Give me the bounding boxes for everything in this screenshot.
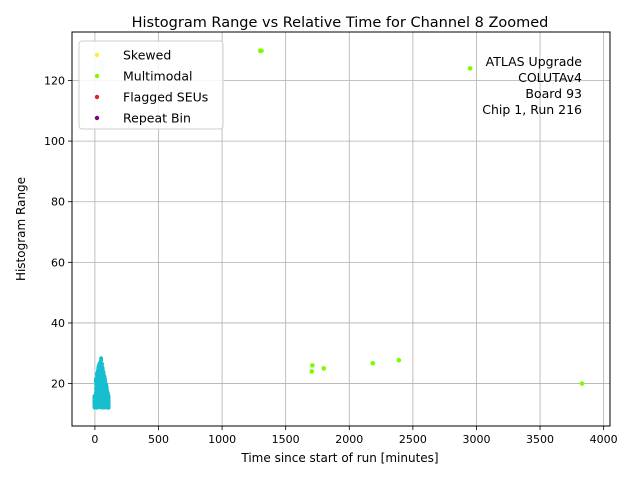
legend-marker xyxy=(94,94,100,100)
data-point xyxy=(579,381,585,386)
cluster-point xyxy=(96,402,100,406)
data-point xyxy=(321,366,327,371)
cluster-point xyxy=(106,405,110,409)
cluster-point xyxy=(93,396,97,401)
cluster-point xyxy=(106,391,110,396)
legend-label: Skewed xyxy=(123,48,171,63)
cluster-point xyxy=(102,374,107,379)
cluster-point xyxy=(95,405,100,410)
cluster-point xyxy=(99,367,104,371)
x-axis-label: Time since start of run [minutes] xyxy=(240,451,438,465)
y-tick-label: 40 xyxy=(51,317,65,330)
axis-ticks: 0 500 1000 1500 2000 2500 3000 3500 4000 20 40 60 80… xyxy=(44,74,618,446)
y-axis-label: Histogram Range xyxy=(14,177,28,281)
cluster-point xyxy=(93,405,97,409)
cluster-point xyxy=(94,392,98,396)
cluster-point xyxy=(101,386,105,390)
cluster-point xyxy=(104,396,108,401)
grid-lines xyxy=(72,32,610,426)
cluster-point xyxy=(104,382,109,387)
data-point xyxy=(259,48,264,54)
chart-title: Histogram Range vs Relative Time for Cha… xyxy=(132,15,549,31)
plot-frame xyxy=(71,31,611,427)
cluster-point xyxy=(97,395,101,400)
x-tick-label: 1000 xyxy=(208,433,236,446)
x-tick-label: 500 xyxy=(148,433,169,446)
cluster-point xyxy=(94,383,98,388)
legend-marker xyxy=(94,73,100,79)
legend-label: Repeat Bin xyxy=(123,111,191,126)
y-tick-label: 100 xyxy=(44,135,65,148)
data-point xyxy=(310,363,315,368)
legend-marker xyxy=(94,52,100,58)
cluster-point xyxy=(96,385,101,390)
y-tick-label: 20 xyxy=(51,378,65,391)
cluster-point xyxy=(99,378,104,382)
x-tick-label: 2500 xyxy=(399,433,427,446)
x-tick-label: 0 xyxy=(91,433,98,446)
data-point xyxy=(467,66,473,71)
x-tick-label: 1500 xyxy=(272,433,300,446)
x-tick-label: 3500 xyxy=(526,433,554,446)
cluster-point xyxy=(94,376,98,381)
cluster-point xyxy=(97,361,102,366)
legend-marker xyxy=(94,115,100,121)
annotation-line: Chip 1, Run 216 xyxy=(482,102,582,117)
y-tick-label: 120 xyxy=(44,74,65,87)
legend-label: Multimodal xyxy=(123,69,192,84)
data-points xyxy=(92,48,585,410)
x-tick-label: 3000 xyxy=(462,433,490,446)
legend-box xyxy=(78,40,224,130)
cluster-point xyxy=(100,388,104,393)
legend: Skewed Multimodal Flagged SEUs Repeat Bin xyxy=(78,40,224,130)
legend-label: Flagged SEUs xyxy=(123,90,208,105)
annotation-line: COLUTAv4 xyxy=(518,70,582,85)
annotation-line: ATLAS Upgrade xyxy=(486,54,583,69)
annotation-line: Board 93 xyxy=(525,86,582,101)
cluster-point xyxy=(101,402,106,406)
cluster-point xyxy=(104,402,109,406)
cluster-point xyxy=(97,373,102,377)
cluster-point xyxy=(102,380,107,384)
cluster-point xyxy=(106,399,111,404)
cluster-point xyxy=(99,358,103,363)
y-tick-label: 60 xyxy=(51,256,65,269)
data-point xyxy=(309,369,315,374)
y-tick-label: 80 xyxy=(51,196,65,209)
x-tick-label: 2000 xyxy=(335,433,363,446)
x-tick-label: 4000 xyxy=(590,433,618,446)
cluster-point xyxy=(94,372,99,377)
data-point xyxy=(396,357,402,363)
data-point xyxy=(370,360,376,366)
